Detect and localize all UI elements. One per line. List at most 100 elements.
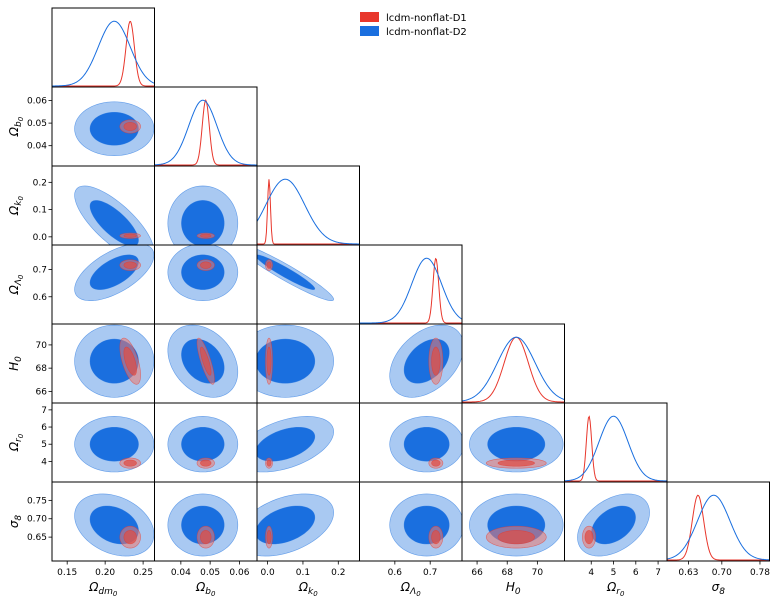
panel-h0-ob [154,323,258,404]
panel-frame [359,244,463,325]
panel-h0-ol [359,323,463,404]
x-tick-label: 0.0 [260,568,275,578]
y-tick-label: 6 [41,423,47,433]
panel-h0-h0 [461,323,565,404]
contour-lcdm-nonflat-d2-1sigma-ok-ol [257,254,316,290]
contour-lcdm-nonflat-d2-1sigma-ol-or [403,426,450,462]
axis-label-ol: ΩΛ0 [7,274,25,295]
contour-lcdm-nonflat-d2-1sigma-ok-h0 [257,338,316,384]
contour-lcdm-nonflat-d1-1sigma-h0-or [497,459,535,467]
panel-om-om [51,7,155,88]
y-tick-label: 0.1 [33,206,47,216]
contour-lcdm-nonflat-d1-1sigma-om-h0 [123,346,137,376]
axis-labels: Ωdm0 Ωb0 Ωk0 ΩΛ0 H0 Ωr0 σ8 Ωb0 Ωk0 ΩΛ0 H0 Ωr0 σ8 [7,116,725,598]
marginal-curve-lcdm-nonflat-d2-ol [359,257,462,324]
x-tick-label: 7 [655,568,661,578]
contour-lcdm-nonflat-d1-1sigma-ok-s8 [266,530,272,545]
marginal-curve-lcdm-nonflat-d1-ob [154,99,257,166]
x-tick-label: 0.63 [678,568,698,578]
panel-frame [256,165,360,246]
panel-s8-ob: 0.04 0.05 0.06 [154,481,258,578]
panel-s8-h0: 66 68 70 [461,481,565,578]
axis-label-h0: H0 [7,356,24,371]
panel-s8-s8: 0.63 0.70 0.78 [666,481,770,578]
axis-label-ob: Ωb0 [7,116,25,137]
contour-lcdm-nonflat-d1-1sigma-or-s8 [584,530,594,545]
panel-ol-om: 0.6 0.7 [33,244,155,325]
x-tick-label: 0.70 [712,568,732,578]
axis-label-h0: H0 [506,580,521,597]
marginal-curve-lcdm-nonflat-d1-ok [257,179,360,245]
marginal-curve-lcdm-nonflat-d1-om [52,20,155,87]
contour-lcdm-nonflat-d1-1sigma-ob-ol [200,261,212,269]
panel-or-om: 4 5 6 7 [41,402,155,483]
contour-lcdm-nonflat-d1-1sigma-ok-ol [266,261,272,269]
panel-or-ol [359,402,463,483]
marginal-curve-lcdm-nonflat-d1-ol [359,257,462,324]
legend-swatch-d1 [360,12,379,22]
y-tick-label: 0.7 [33,266,47,276]
marginal-curve-lcdm-nonflat-d1-h0 [462,336,565,403]
legend-label-d1: lcdm-nonflat-D1 [386,13,467,24]
axis-label-ok: Ωk0 [7,196,25,216]
x-tick-label: 0.04 [171,568,191,578]
y-tick-label: 5 [41,440,47,450]
x-tick-label: 0.78 [750,568,770,578]
panel-s8-or: 4 5 6 7 [564,481,668,578]
marginal-curve-lcdm-nonflat-d2-h0 [462,336,565,402]
contour-lcdm-nonflat-d1-1sigma-ol-s8 [431,530,441,545]
marginal-curve-lcdm-nonflat-d2-ok [257,178,360,245]
contour-lcdm-nonflat-d1-1sigma-om-ol [123,261,137,269]
x-tick-label: 0.1 [296,568,310,578]
panel-ol-ol [359,244,463,325]
x-tick-label: 6 [633,568,639,578]
x-tick-label: 0.25 [133,568,153,578]
y-tick-label: 7 [41,406,47,416]
axis-label-s8: σ8 [7,515,24,529]
panels: 0.040.050.060.00.10.20.60.766687045670.1… [27,7,770,578]
axis-label-om: Ωdm0 [88,580,118,598]
contour-lcdm-nonflat-d1-1sigma-ob-h0 [200,346,212,376]
panel-ob-ob [154,86,258,167]
contour-lcdm-nonflat-d1-1sigma-om-ob [123,122,137,131]
contour-lcdm-nonflat-d2-1sigma-ob-or [181,426,225,462]
contour-lcdm-nonflat-d1-1sigma-ob-or [200,459,212,467]
panel-h0-om: 66 68 70 [36,323,155,404]
x-tick-label: 0.7 [423,568,437,578]
x-tick-label: 0.6 [388,568,403,578]
panel-s8-ok: 0.0 0.1 0.2 [256,481,360,578]
y-tick-label: 0.05 [27,119,47,129]
contour-lcdm-nonflat-d2-1sigma-h0-or [487,426,546,462]
contour-lcdm-nonflat-d1-1sigma-ol-or [431,459,441,467]
x-tick-label: 0.15 [57,568,77,578]
axis-label-ob: Ωb0 [195,580,216,598]
y-tick-label: 0.6 [33,293,48,303]
panel-h0-ok [256,323,360,404]
contour-lcdm-nonflat-d1-1sigma-ob-ok [200,233,212,238]
contour-lcdm-nonflat-d1-1sigma-ob-s8 [200,530,212,545]
panel-ol-ob [154,244,258,325]
panel-frame [461,323,565,404]
panel-ol-ok [256,244,360,325]
panel-or-or [564,402,668,483]
x-tick-label: 5 [611,568,617,578]
x-tick-label: 66 [471,568,483,578]
panel-or-ok [256,402,360,483]
panel-frame [666,481,770,562]
contour-lcdm-nonflat-d1-1sigma-om-s8 [123,530,137,545]
panel-ob-om: 0.04 0.05 0.06 [27,86,155,167]
marginal-curve-lcdm-nonflat-d2-ob [154,99,257,166]
axis-label-ok: Ωk0 [298,580,318,598]
y-tick-label: 70 [36,341,48,351]
y-tick-label: 0.65 [27,533,47,543]
panel-frame [51,7,155,88]
contour-lcdm-nonflat-d1-1sigma-om-or [123,459,137,467]
y-tick-label: 0.70 [27,515,47,525]
marginal-curve-lcdm-nonflat-d2-s8 [667,494,770,561]
panel-or-ob [154,402,258,483]
contour-lcdm-nonflat-d1-1sigma-ok-or [266,459,272,467]
contour-lcdm-nonflat-d2-1sigma-om-or [89,426,139,462]
x-tick-label: 0.20 [95,568,115,578]
x-tick-label: 4 [588,568,594,578]
legend-label-d2: lcdm-nonflat-D2 [386,27,467,38]
